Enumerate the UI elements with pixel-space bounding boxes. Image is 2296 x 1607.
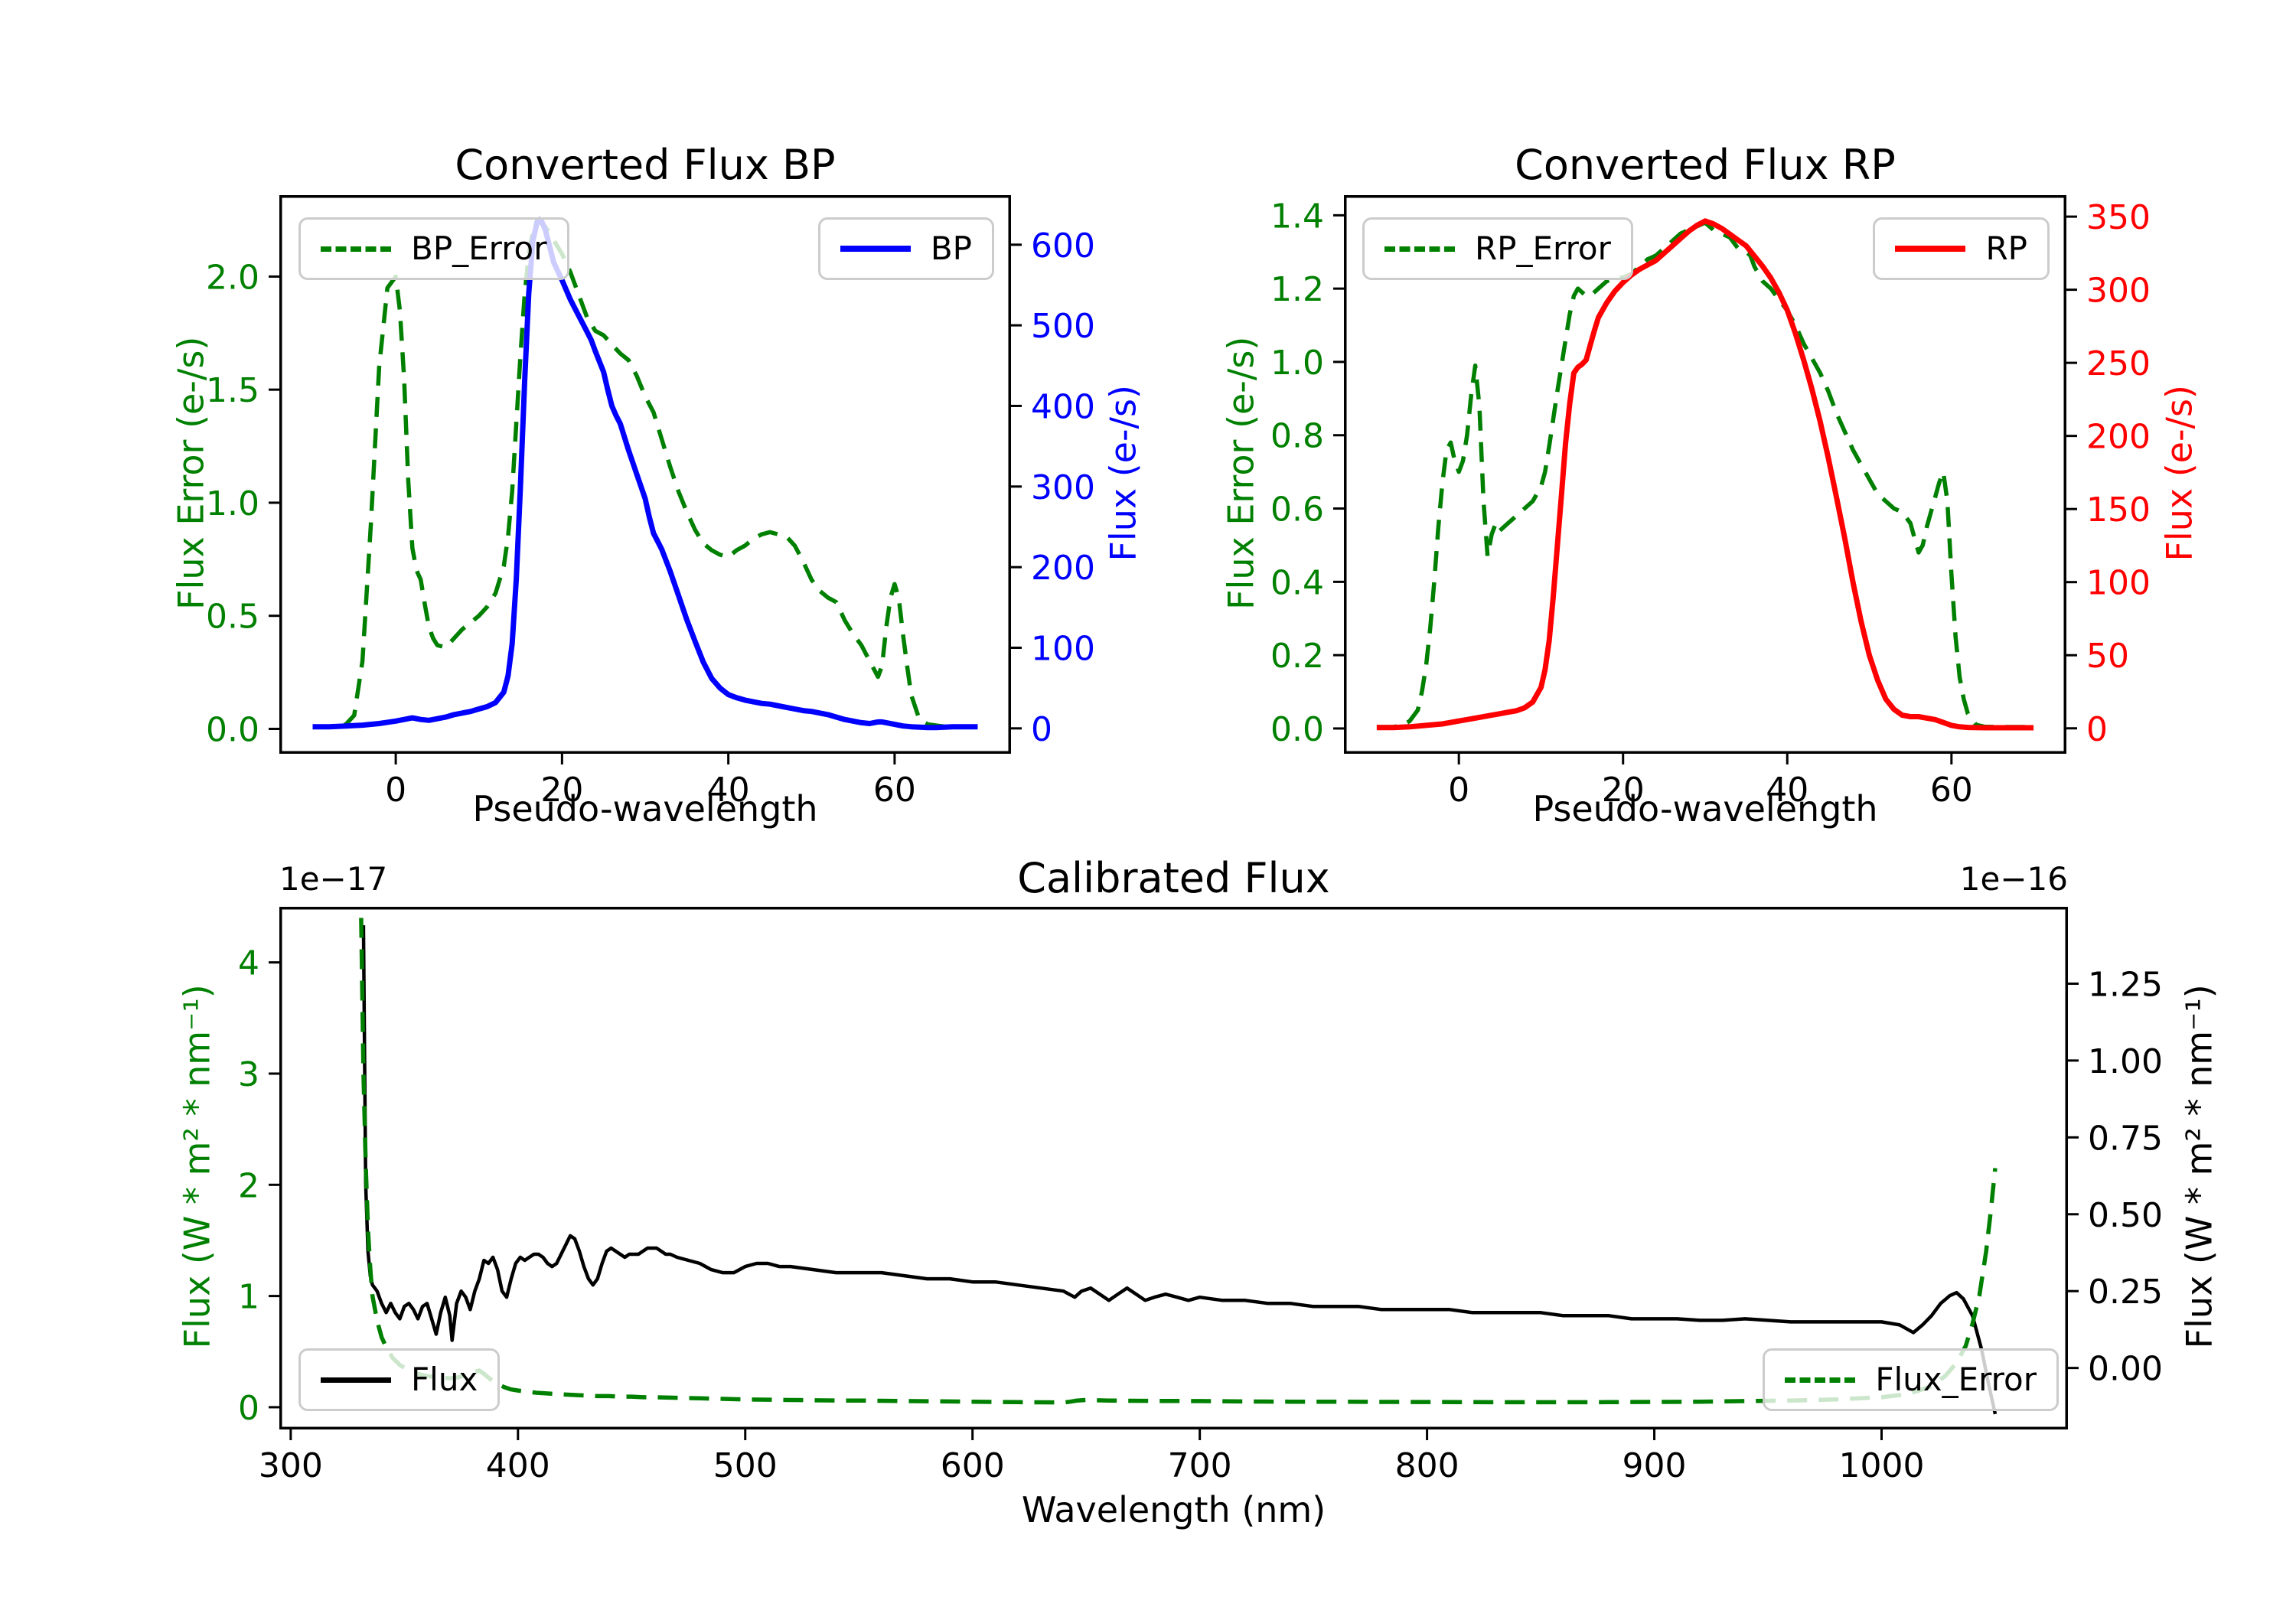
bp-x-axis-label: Pseudo-wavelength xyxy=(472,788,818,830)
right-tick-label: 50 xyxy=(2086,637,2129,676)
series-line-flux_error xyxy=(359,918,1998,1405)
bp-right-axis-label: Flux (e-/s) xyxy=(1102,385,1144,562)
right-tick-label: 350 xyxy=(2086,198,2151,237)
left-tick-label: 0 xyxy=(238,1389,259,1428)
x-tick-label: 20 xyxy=(540,771,583,810)
rp-legend-label: RP xyxy=(1985,230,2027,267)
x-tick-label: 900 xyxy=(1623,1446,1687,1485)
bp-error-legend-line-icon xyxy=(321,246,391,252)
axes-frame xyxy=(1344,195,2066,754)
series-line-rp_error xyxy=(1376,220,2034,729)
bp-legend-line-icon xyxy=(840,246,911,253)
right-tick-label: 0 xyxy=(2086,710,2108,749)
left-tick-label: 0.4 xyxy=(1270,563,1324,602)
left-tick-label: 1.4 xyxy=(1270,197,1324,236)
right-tick-label: 0 xyxy=(1031,710,1052,749)
left-tick-label: 0.6 xyxy=(1270,491,1324,530)
right-tick-label: 0.25 xyxy=(2088,1273,2163,1312)
x-tick-label: 0 xyxy=(385,771,406,810)
bp-error-legend-label: BP_Error xyxy=(411,230,547,267)
left-tick-label: 0.2 xyxy=(1270,637,1324,676)
x-tick-label: 500 xyxy=(713,1446,778,1485)
left-tick-label: 1.0 xyxy=(1270,344,1324,383)
axes-frame xyxy=(279,195,1011,754)
right-tick-label: 150 xyxy=(2086,491,2151,530)
right-tick-label: 100 xyxy=(2086,564,2151,603)
rp-legend: RP xyxy=(1873,217,2050,281)
series-line-flux xyxy=(361,925,1998,1415)
right-tick-label: 100 xyxy=(1031,629,1095,668)
flux-error-legend-line-icon xyxy=(1785,1377,1856,1383)
calibrated-title: Calibrated Flux xyxy=(1017,854,1330,902)
right-tick-label: 400 xyxy=(1031,387,1095,426)
right-tick-label: 0.00 xyxy=(2088,1350,2163,1389)
bp-legend: BP xyxy=(817,217,994,281)
right-tick-label: 500 xyxy=(1031,307,1095,346)
right-tick-label: 300 xyxy=(2086,272,2151,311)
right-tick-label: 200 xyxy=(1031,549,1095,588)
right-tick-label: 300 xyxy=(1031,468,1095,507)
x-tick-label: 40 xyxy=(707,771,750,810)
flux-legend-label: Flux xyxy=(411,1361,478,1398)
calibrated-x-axis-label: Wavelength (nm) xyxy=(1021,1489,1326,1530)
right-axis-offset-text: 1e−16 xyxy=(1959,860,2068,898)
x-tick-label: 300 xyxy=(259,1446,323,1485)
right-tick-label: 1.00 xyxy=(2088,1042,2163,1081)
right-tick-label: 600 xyxy=(1031,227,1095,266)
x-tick-label: 60 xyxy=(1930,771,1973,810)
right-tick-label: 0.75 xyxy=(2088,1119,2163,1158)
rp-error-legend-label: RP_Error xyxy=(1475,230,1611,267)
series-line-rp xyxy=(1376,218,2034,731)
rp-right-axis-label: Flux (e-/s) xyxy=(2158,385,2200,562)
left-tick-label: 4 xyxy=(238,944,259,983)
flux-legend: Flux xyxy=(298,1348,501,1412)
series-line-bp_error xyxy=(312,217,978,729)
x-tick-label: 60 xyxy=(873,771,916,810)
rp-error-legend: RP_Error xyxy=(1362,217,1633,281)
x-tick-label: 40 xyxy=(1766,771,1808,810)
x-tick-label: 700 xyxy=(1168,1446,1232,1485)
x-tick-label: 400 xyxy=(486,1446,550,1485)
left-tick-label: 2 xyxy=(238,1166,259,1205)
x-tick-label: 800 xyxy=(1395,1446,1459,1485)
left-tick-label: 0.8 xyxy=(1270,417,1324,456)
rp-error-legend-line-icon xyxy=(1384,246,1455,252)
rp-plot-area: 0 20 40 60 0.0 0.2 0.4 0.6 0.8 1.0 1.2 1.4 0 50 100 150… xyxy=(1270,195,2151,810)
x-tick-label: 0 xyxy=(1448,771,1469,810)
left-tick-label: 1.0 xyxy=(206,484,259,523)
right-tick-label: 1.25 xyxy=(2088,965,2163,1004)
bp-title: Converted Flux BP xyxy=(455,141,836,189)
series-line-bp xyxy=(312,217,978,731)
bp-error-legend: BP_Error xyxy=(298,217,569,281)
left-tick-label: 0.5 xyxy=(206,598,259,637)
rp-left-axis-label: Flux Error (e-/s) xyxy=(1220,336,1262,610)
left-tick-label: 0.0 xyxy=(1270,710,1324,749)
left-tick-label: 1.2 xyxy=(1270,270,1324,309)
right-tick-label: 250 xyxy=(2086,344,2151,383)
left-tick-label: 2.0 xyxy=(206,258,259,297)
left-tick-label: 1 xyxy=(238,1278,259,1317)
left-tick-label: 3 xyxy=(238,1055,259,1094)
calibrated-left-axis-label: Flux (W * m² * nm⁻¹) xyxy=(176,984,218,1349)
rp-title: Converted Flux RP xyxy=(1515,141,1896,189)
flux-error-legend: Flux_Error xyxy=(1763,1348,2059,1412)
x-tick-label: 20 xyxy=(1602,771,1645,810)
right-tick-label: 0.50 xyxy=(2088,1196,2163,1235)
axes-frame xyxy=(279,907,2068,1429)
x-tick-label: 1000 xyxy=(1839,1446,1925,1485)
calibrated-right-axis-label: Flux (W * m² * nm⁻¹) xyxy=(2178,984,2220,1349)
rp-legend-line-icon xyxy=(1895,246,1966,253)
bp-plot-area: 0 20 40 60 0.0 0.5 1.0 1.5 2.0 0 100 200 300 400 500 60… xyxy=(206,195,1095,810)
flux-legend-line-icon xyxy=(321,1377,391,1383)
bp-left-axis-label: Flux Error (e-/s) xyxy=(170,336,212,610)
rp-x-axis-label: Pseudo-wavelength xyxy=(1532,788,1878,830)
left-tick-label: 1.5 xyxy=(206,371,259,410)
flux-error-legend-label: Flux_Error xyxy=(1875,1361,2037,1398)
left-tick-label: 0.0 xyxy=(206,710,259,749)
bp-legend-label: BP xyxy=(930,230,972,267)
x-tick-label: 600 xyxy=(941,1446,1005,1485)
right-tick-label: 200 xyxy=(2086,418,2151,457)
left-axis-offset-text: 1e−17 xyxy=(279,860,388,898)
